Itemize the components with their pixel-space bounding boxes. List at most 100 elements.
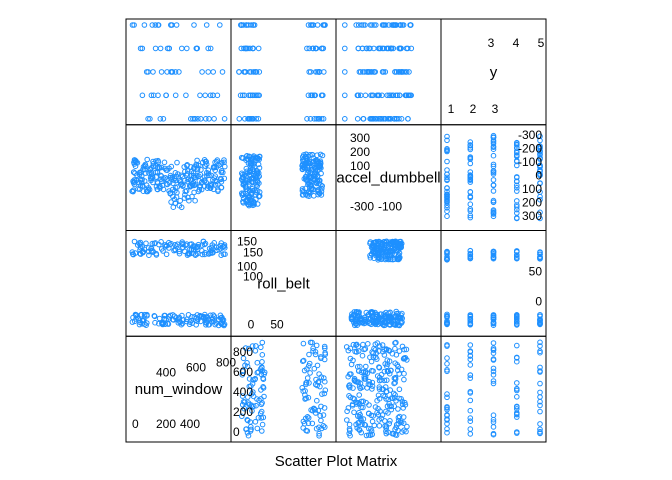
- tick-right-roll-0: 0: [535, 295, 542, 309]
- scatter-point: [537, 398, 543, 405]
- scatter-point: [467, 208, 474, 214]
- scatter-point: [375, 257, 381, 263]
- scatter-point: [131, 169, 137, 175]
- scatter-point: [145, 187, 151, 194]
- scatter-point: [395, 414, 402, 421]
- scatter-point: [172, 246, 178, 253]
- tick-accel-y-2: 300: [350, 131, 370, 145]
- scatter-point: [467, 342, 474, 348]
- scatter-point: [315, 189, 321, 195]
- scatter-point: [467, 201, 474, 207]
- scatter-point: [490, 345, 497, 352]
- scatter-point: [380, 386, 387, 393]
- scatter-point: [302, 162, 308, 168]
- tick-y-y-2: 5: [538, 36, 545, 50]
- scatter-point: [176, 69, 182, 75]
- scatter-point: [259, 339, 266, 346]
- scatter-point: [239, 413, 245, 420]
- scatter-point: [307, 116, 314, 122]
- tick-nw-x-0: 0: [132, 417, 139, 431]
- scatter-point: [245, 432, 252, 439]
- points-y-vs-accel-dumbbell: [342, 22, 415, 122]
- scatter-point: [246, 69, 253, 75]
- scatter-point: [467, 155, 474, 161]
- scatter-point: [179, 45, 185, 52]
- scatter-point: [164, 167, 170, 173]
- scatter-point: [149, 22, 156, 28]
- scatter-point: [202, 92, 208, 99]
- scatter-point: [194, 45, 200, 52]
- scatter-point: [353, 22, 360, 28]
- scatter-point: [389, 92, 396, 99]
- scatter-point: [200, 314, 207, 321]
- scatter-point: [185, 312, 192, 318]
- scatter-point: [490, 146, 497, 152]
- points-accel-vs-y: [444, 132, 543, 222]
- scatter-point: [514, 318, 520, 325]
- scatter-point: [205, 69, 211, 75]
- scatter-point: [306, 380, 312, 386]
- scatter-point: [316, 116, 323, 122]
- scatter-point: [157, 172, 164, 179]
- scatter-point: [490, 347, 497, 353]
- scatter-point: [514, 178, 520, 184]
- scatter-point: [444, 391, 450, 397]
- scatter-point: [490, 372, 497, 378]
- scatter-point: [490, 182, 497, 188]
- scatter-point: [348, 371, 354, 377]
- scatter-point: [382, 253, 389, 260]
- scatter-point: [364, 370, 371, 376]
- scatter-point: [309, 152, 316, 158]
- scatter-point: [490, 171, 497, 177]
- scatter-point: [537, 389, 543, 396]
- scatter-point: [393, 116, 400, 122]
- scatter-point: [514, 142, 520, 148]
- scatter-point: [490, 248, 497, 255]
- scatter-point: [514, 386, 520, 392]
- scatter-point: [467, 252, 474, 258]
- scatter-point: [194, 244, 200, 251]
- scatter-point: [379, 248, 385, 254]
- tick-nw-left-1: 200: [233, 405, 253, 419]
- scatter-point: [254, 174, 261, 180]
- scatter-point: [201, 157, 208, 163]
- scatter-point: [353, 321, 359, 327]
- scatter-point: [322, 22, 328, 28]
- scatter-point: [192, 182, 199, 188]
- scatter-point: [537, 256, 543, 262]
- scatter-point: [395, 256, 401, 263]
- scatter-point: [514, 410, 520, 416]
- scatter-point: [384, 92, 391, 99]
- scatter-point: [151, 240, 158, 247]
- scatter-point: [299, 385, 306, 391]
- scatter-point: [467, 173, 474, 180]
- scatter-point: [346, 393, 352, 399]
- scatter-point: [182, 177, 188, 184]
- scatter-point: [158, 69, 165, 75]
- scatter-point: [369, 418, 376, 425]
- scatter-point: [318, 116, 325, 122]
- scatter-point: [467, 415, 474, 421]
- scatter-point: [369, 386, 375, 392]
- scatter-point: [199, 179, 205, 186]
- scatter-point: [255, 45, 262, 52]
- scatter-point: [130, 251, 136, 257]
- scatter-point: [247, 92, 254, 99]
- scatter-point: [359, 352, 366, 359]
- scatter-point: [350, 357, 356, 364]
- scatter-point: [467, 418, 474, 425]
- scatter-point: [183, 172, 190, 178]
- scatter-point: [396, 386, 403, 393]
- scatter-point: [514, 411, 520, 418]
- scatter-point: [537, 394, 543, 400]
- tick-nw-x-1: 200: [156, 417, 176, 431]
- scatter-point: [374, 340, 381, 346]
- scatter-point: [239, 372, 246, 378]
- scatter-point: [388, 92, 394, 99]
- scatter-point: [248, 424, 254, 430]
- scatter-point: [253, 69, 260, 75]
- scatter-point: [153, 250, 159, 257]
- scatter-point: [150, 69, 156, 75]
- scatter-point: [385, 256, 392, 263]
- scatter-point: [308, 92, 314, 99]
